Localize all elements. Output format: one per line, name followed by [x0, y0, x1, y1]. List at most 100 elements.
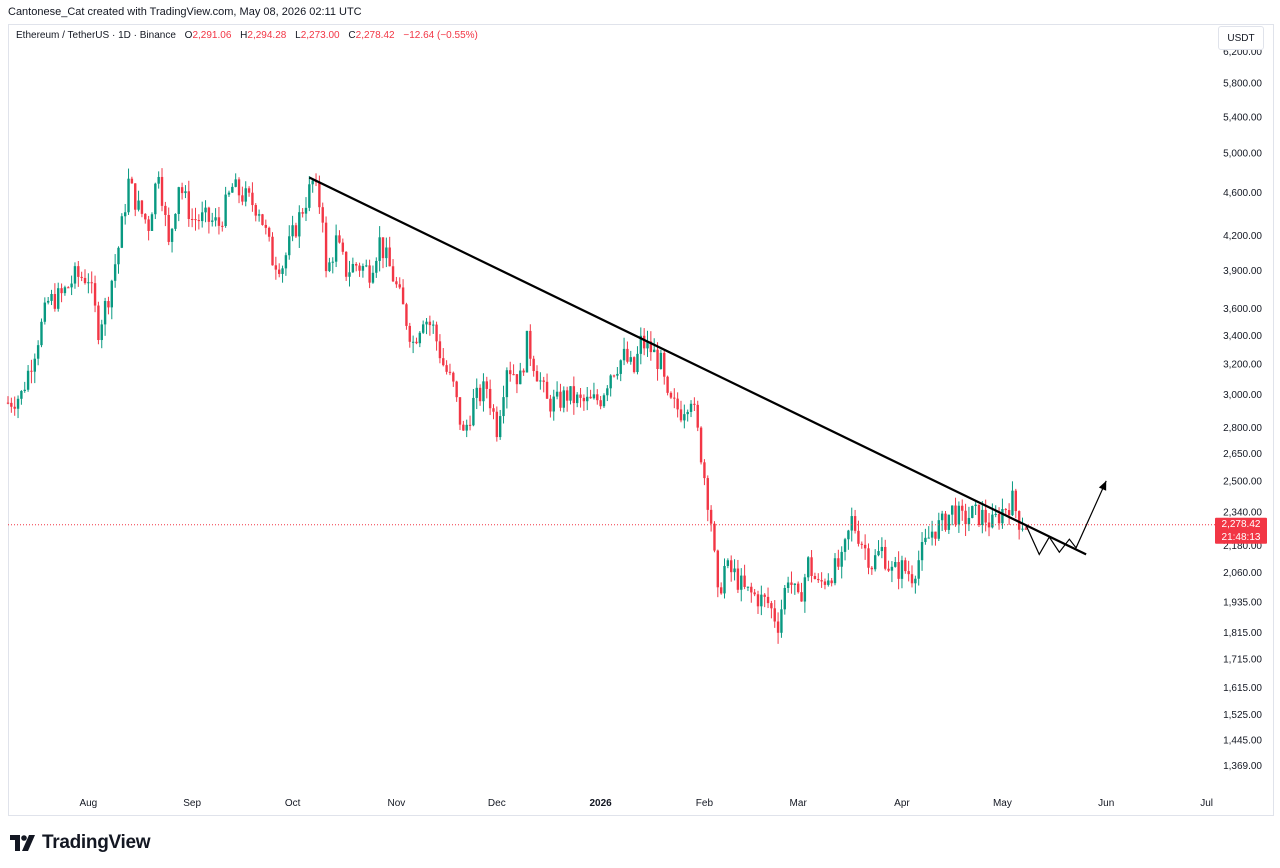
time-axis-label: Dec — [488, 798, 506, 809]
candle — [264, 219, 268, 235]
price-axis-label: 2,340.00 — [1223, 508, 1262, 519]
candle — [616, 367, 619, 380]
candle — [391, 259, 395, 283]
candle — [103, 297, 107, 336]
candle — [472, 388, 475, 427]
candle-countdown: 21:48:13 — [1222, 532, 1261, 543]
candle — [57, 282, 60, 312]
candle — [887, 560, 890, 573]
candle — [100, 319, 103, 349]
candle — [827, 573, 830, 587]
candle — [478, 384, 482, 406]
candle — [90, 271, 93, 294]
candle — [997, 507, 1001, 530]
candle — [549, 394, 552, 418]
candle — [619, 359, 622, 382]
projected-path[interactable] — [1025, 480, 1107, 556]
candle — [512, 364, 515, 376]
footer-branding[interactable]: TradingView — [10, 832, 151, 854]
candle — [981, 501, 984, 534]
candle — [686, 409, 689, 422]
candle — [70, 275, 73, 296]
candle — [358, 262, 361, 277]
candle — [723, 558, 726, 599]
candle — [679, 400, 683, 423]
candle — [36, 340, 40, 366]
candle — [344, 251, 348, 281]
candle — [696, 400, 699, 432]
candle — [642, 328, 646, 356]
candle — [837, 549, 840, 570]
candle — [592, 382, 596, 400]
candle — [853, 509, 857, 534]
candle — [348, 260, 351, 287]
candle — [632, 356, 636, 374]
candle — [241, 186, 244, 206]
candle — [231, 183, 234, 193]
candle — [458, 397, 462, 431]
candle — [736, 559, 740, 594]
candle — [361, 263, 365, 278]
time-axis-label: Feb — [696, 798, 714, 809]
candle — [20, 390, 23, 405]
time-axis: Aug Sep Oct Nov Dec 2026 Feb Mar Apr May Jun Jul — [79, 798, 1213, 809]
candle — [204, 200, 207, 223]
candle — [331, 257, 334, 274]
candle — [793, 583, 797, 595]
candle — [545, 373, 549, 399]
candle — [421, 320, 425, 334]
candle — [917, 550, 920, 586]
symbol-legend[interactable]: Ethereum / TetherUS · 1D · Binance O2,29… — [16, 30, 478, 41]
candle — [676, 392, 679, 418]
candle — [237, 177, 241, 204]
candle — [529, 324, 532, 367]
candle — [823, 578, 827, 590]
candle — [278, 263, 281, 278]
candle — [288, 225, 291, 260]
candle — [709, 505, 713, 532]
high-label: H — [240, 30, 248, 41]
candle — [703, 459, 706, 486]
candle — [415, 337, 418, 345]
candle — [589, 389, 592, 399]
candle — [50, 289, 53, 306]
candle — [612, 374, 616, 378]
currency-button[interactable]: USDT — [1218, 26, 1264, 50]
candle — [830, 577, 833, 587]
candle — [247, 186, 251, 197]
price-axis-label: 6,200.00 — [1223, 47, 1262, 58]
candle — [432, 320, 435, 334]
symbol-name[interactable]: Ethereum / TetherUS · 1D · Binance — [16, 30, 176, 41]
candle — [683, 404, 686, 429]
candle — [311, 178, 314, 193]
chart-caption: Cantonese_Cat created with TradingView.c… — [8, 6, 362, 18]
candle — [221, 221, 224, 232]
candle — [666, 375, 669, 396]
candle — [442, 348, 445, 367]
candle — [569, 386, 572, 405]
candle — [786, 576, 790, 593]
candle — [411, 335, 415, 354]
candle — [535, 365, 539, 382]
candle — [428, 315, 432, 336]
candle — [465, 419, 468, 438]
price-axis-label: 2,800.00 — [1223, 423, 1262, 434]
candle — [324, 216, 328, 278]
candle — [542, 376, 545, 393]
candle — [468, 415, 472, 431]
chart-frame[interactable] — [8, 24, 1274, 816]
candle — [669, 391, 673, 400]
candle — [46, 297, 50, 305]
candle — [254, 203, 257, 222]
descending-trendline[interactable] — [308, 176, 1087, 556]
price-axis-label: 2,060.00 — [1223, 568, 1262, 579]
candle — [462, 420, 465, 431]
candle — [26, 365, 30, 392]
candle — [927, 526, 930, 539]
candle — [150, 212, 154, 231]
candle — [334, 224, 338, 268]
candle — [448, 363, 452, 376]
candle — [274, 256, 278, 280]
candle — [790, 571, 793, 594]
